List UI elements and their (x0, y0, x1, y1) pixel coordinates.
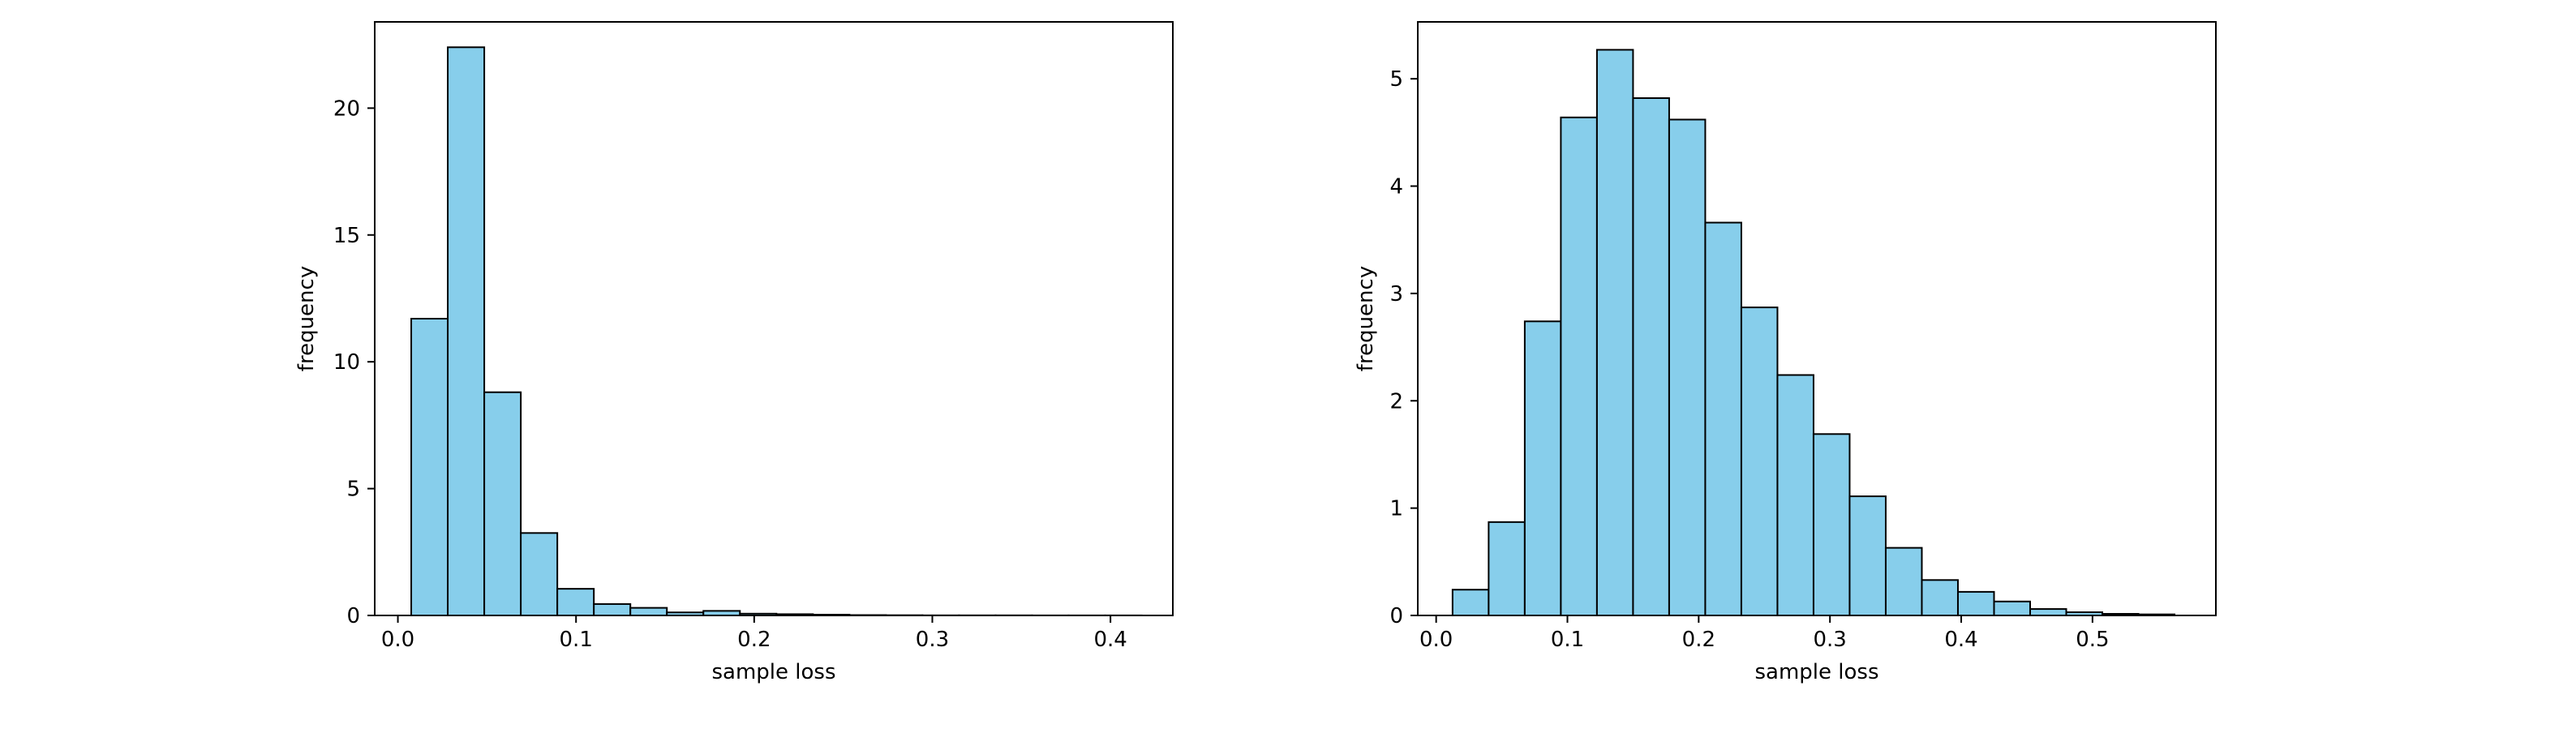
histogram-left-x-ticks: 0.0 0.1 0.2 0.3 0.4 (381, 615, 1127, 652)
histogram-right-bar-16 (2029, 608, 2067, 616)
histogram-left-bar-1 (447, 46, 486, 616)
histogram-right-y-ticks: 0 1 2 3 4 5 (1389, 67, 1418, 628)
histogram-right-bar-0 (1451, 589, 1490, 616)
histogram-left-x-tick-label-1: 0.1 (560, 628, 593, 652)
histogram-right-bar-11 (1848, 495, 1887, 616)
histogram-left-x-tick-label-4: 0.4 (1093, 628, 1127, 652)
histogram-left-x-tick-label-2: 0.2 (737, 628, 771, 652)
histogram-left-axes-frame (374, 21, 1174, 616)
histogram-right-bar-12 (1884, 547, 1923, 616)
histogram-right-bars (1451, 49, 2176, 617)
histogram-right-x-tick-label-2: 0.2 (1682, 628, 1715, 652)
histogram-right-y-tick-label-3: 3 (1389, 282, 1403, 307)
histogram-left-y-tick-label-0: 0 (346, 604, 360, 628)
histogram-right-x-tick-label-0: 0.0 (1419, 628, 1453, 652)
histogram-right-bar-5 (1632, 96, 1670, 617)
histogram-left-bar-0 (410, 318, 449, 616)
histogram-right-axes-frame (1417, 21, 2217, 616)
histogram-right-bar-3 (1560, 116, 1598, 616)
histogram-right-y-tick-label-5: 5 (1389, 67, 1403, 92)
histogram-left-y-tick-label-2: 10 (333, 350, 360, 375)
histogram-left-x-axis-label: sample loss (711, 660, 835, 684)
histogram-right-bar-6 (1668, 118, 1707, 616)
histogram-left-y-tick-label-4: 20 (333, 96, 360, 121)
histogram-right-x-tick-label-4: 0.4 (1944, 628, 1977, 652)
histogram-right-y-axis-label: frequency (1354, 266, 1378, 371)
histogram-right-bar-13 (1921, 579, 1959, 617)
histogram-left-y-ticks: 0 5 10 15 20 (333, 96, 375, 628)
histogram-right-bar-15 (1993, 600, 2031, 616)
histogram-right: 0.0 0.1 0.2 0.3 0.4 0.5 0 1 2 3 4 5 sample loss fr… (1354, 21, 2217, 684)
histogram-left-y-axis-label: frequency (294, 266, 319, 371)
histogram-right-y-tick-label-1: 1 (1389, 497, 1403, 521)
histogram-right-bar-14 (1956, 590, 1995, 617)
histogram-right-bar-4 (1595, 49, 1634, 617)
histogram-left-bar-2 (483, 391, 522, 616)
histogram-left-y-tick-label-3: 15 (333, 224, 360, 248)
histogram-left: 0.0 0.1 0.2 0.3 0.4 0 5 10 15 20 sample loss fre… (294, 21, 1174, 684)
histogram-left-y-tick-label-1: 5 (346, 478, 360, 502)
histogram-left-bar-3 (520, 532, 559, 617)
histogram-right-y-tick-label-4: 4 (1389, 175, 1403, 199)
histogram-right-y-tick-label-0: 0 (1389, 604, 1403, 628)
histogram-right-bar-2 (1523, 320, 1562, 616)
histogram-right-x-ticks: 0.0 0.1 0.2 0.3 0.4 0.5 (1419, 615, 2110, 652)
histogram-right-x-axis-label: sample loss (1754, 660, 1878, 684)
histogram-right-x-tick-label-1: 0.1 (1551, 628, 1584, 652)
histogram-right-x-tick-label-5: 0.5 (2076, 628, 2109, 652)
histogram-left-bars (410, 46, 1143, 617)
histogram-left-x-tick-label-0: 0.0 (381, 628, 414, 652)
histogram-left-bar-5 (593, 602, 632, 616)
histogram-right-bar-9 (1776, 374, 1814, 616)
histogram-left-x-tick-label-3: 0.3 (916, 628, 949, 652)
histogram-right-x-tick-label-3: 0.3 (1814, 628, 1847, 652)
histogram-right-bar-10 (1812, 433, 1851, 616)
histogram-right-bar-8 (1740, 307, 1779, 616)
histogram-left-bar-4 (556, 588, 595, 617)
histogram-right-y-tick-label-2: 2 (1389, 389, 1403, 414)
histogram-right-bar-7 (1704, 221, 1742, 616)
histogram-right-bar-1 (1488, 521, 1526, 617)
histogram-left-bar-6 (629, 607, 668, 616)
